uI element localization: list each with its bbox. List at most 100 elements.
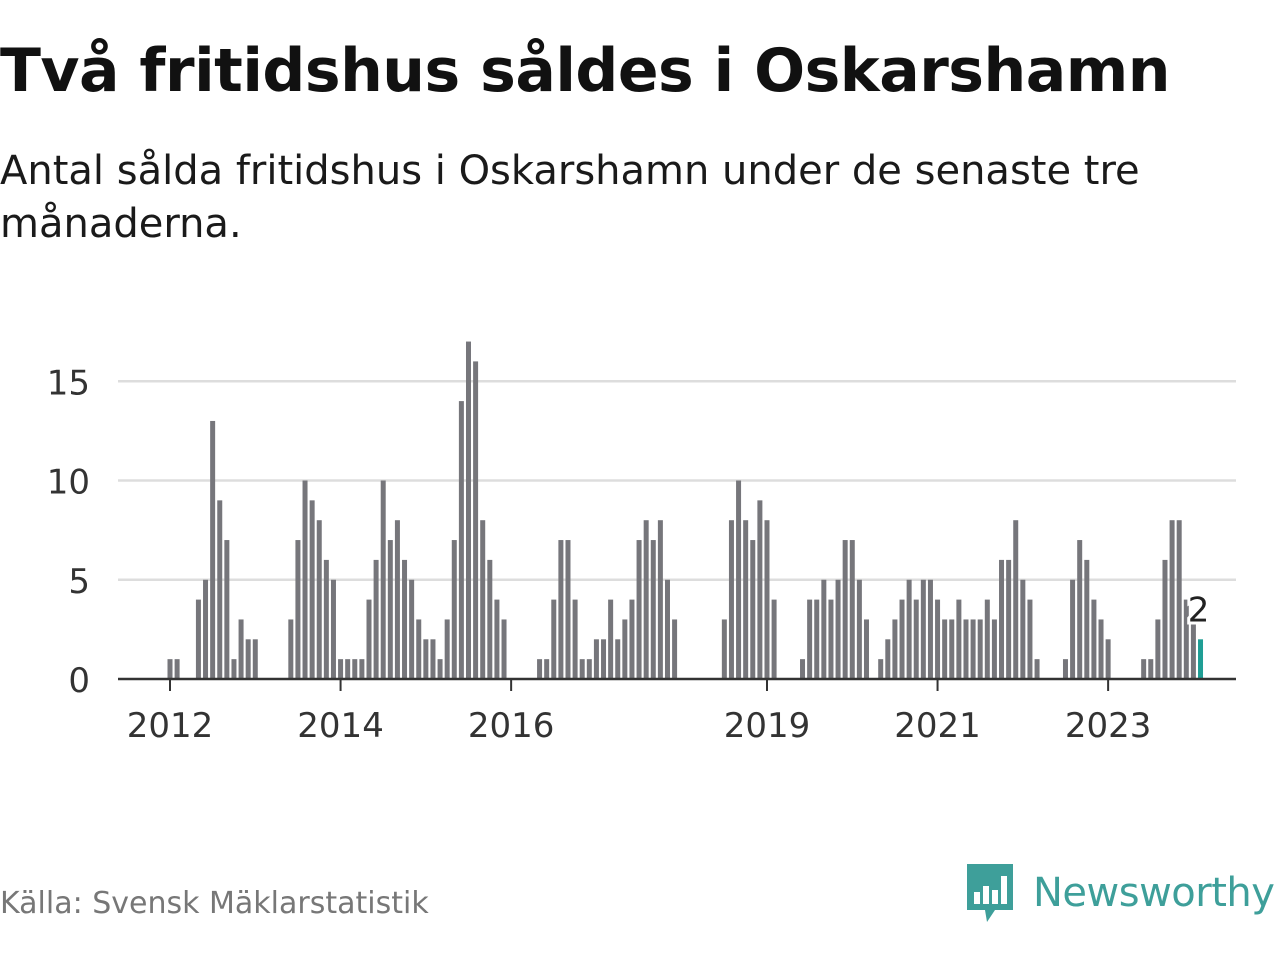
bar: [473, 361, 479, 679]
chart-title: Två fritidshus såldes i Oskarshamn: [0, 36, 1170, 106]
bar: [586, 659, 592, 679]
bar: [842, 540, 848, 679]
newsworthy-logo-icon: [967, 864, 1013, 922]
bar: [1190, 619, 1196, 679]
bar: [203, 579, 209, 679]
x-tick-label: 2023: [1065, 706, 1152, 746]
bar: [636, 540, 642, 679]
bar: [494, 599, 500, 679]
bar: [856, 579, 862, 679]
bar: [1027, 599, 1033, 679]
bar: [487, 559, 493, 679]
bar: [650, 540, 656, 679]
bar: [437, 659, 443, 679]
bar: [906, 579, 912, 679]
bar: [835, 579, 841, 679]
bar: [338, 659, 344, 679]
bar-highlight: [1198, 639, 1204, 679]
bar: [537, 659, 543, 679]
bar: [608, 599, 614, 679]
y-tick-label: 5: [68, 562, 90, 602]
bar: [387, 540, 393, 679]
bar: [394, 520, 400, 679]
bar: [1162, 559, 1168, 679]
bar: [657, 520, 663, 679]
bar: [1020, 579, 1026, 679]
bar: [1098, 619, 1104, 679]
bar: [977, 619, 983, 679]
bar: [295, 540, 301, 679]
bar: [1169, 520, 1175, 679]
bar: [984, 599, 990, 679]
bar: [330, 579, 336, 679]
bar: [949, 619, 955, 679]
x-tick-label: 2016: [468, 706, 555, 746]
bar: [458, 401, 464, 679]
bar: [174, 659, 180, 679]
bar: [963, 619, 969, 679]
bar: [1155, 619, 1161, 679]
bar: [807, 599, 813, 679]
x-tick-label: 2014: [297, 706, 384, 746]
bar: [757, 500, 763, 679]
bar: [451, 540, 457, 679]
bar: [1105, 639, 1111, 679]
bar: [743, 520, 749, 679]
bar: [771, 599, 777, 679]
bar: [913, 599, 919, 679]
bar: [1070, 579, 1076, 679]
bar: [1148, 659, 1154, 679]
bar: [1077, 540, 1083, 679]
bar: [878, 659, 884, 679]
bar: [366, 599, 372, 679]
bar: [942, 619, 948, 679]
bar: [920, 579, 926, 679]
bar: [899, 599, 905, 679]
bar: [444, 619, 450, 679]
bar: [565, 540, 571, 679]
bar: [238, 619, 244, 679]
bar: [814, 599, 820, 679]
bar: [601, 639, 607, 679]
x-tick-label: 2019: [724, 706, 811, 746]
bar: [409, 579, 415, 679]
bar: [1183, 599, 1189, 679]
bar: [252, 639, 258, 679]
bar: [999, 559, 1005, 679]
bar: [224, 540, 230, 679]
brand-logo[interactable]: Newsworthy: [965, 862, 1275, 924]
bar: [750, 540, 756, 679]
bar: [828, 599, 834, 679]
bar: [323, 559, 329, 679]
bar: [167, 659, 173, 679]
bar: [927, 579, 933, 679]
bar: [551, 599, 557, 679]
brand-name: Newsworthy: [1033, 870, 1275, 916]
bar: [1084, 559, 1090, 679]
bar: [352, 659, 358, 679]
bar: [402, 559, 408, 679]
bar: [622, 619, 628, 679]
bar: [195, 599, 201, 679]
bar: [465, 341, 471, 679]
bar: [579, 659, 585, 679]
bar: [615, 639, 621, 679]
bar: [736, 480, 742, 679]
bar: [1141, 659, 1147, 679]
bar: [892, 619, 898, 679]
x-axis: 2012 2014 2016 2019 2021 2023: [118, 677, 1236, 746]
chart-subtitle: Antal sålda fritidshus i Oskarshamn unde…: [0, 148, 1140, 247]
bar: [217, 500, 223, 679]
bar: [373, 559, 379, 679]
grid-lines: [118, 380, 1236, 581]
bar: [721, 619, 727, 679]
bar: [849, 540, 855, 679]
bar: [309, 500, 315, 679]
bar: [728, 520, 734, 679]
bar: [821, 579, 827, 679]
bar: [288, 619, 294, 679]
bar: [991, 619, 997, 679]
y-tick-label: 10: [47, 463, 90, 503]
bar: [316, 520, 322, 679]
bar: [1013, 520, 1019, 679]
